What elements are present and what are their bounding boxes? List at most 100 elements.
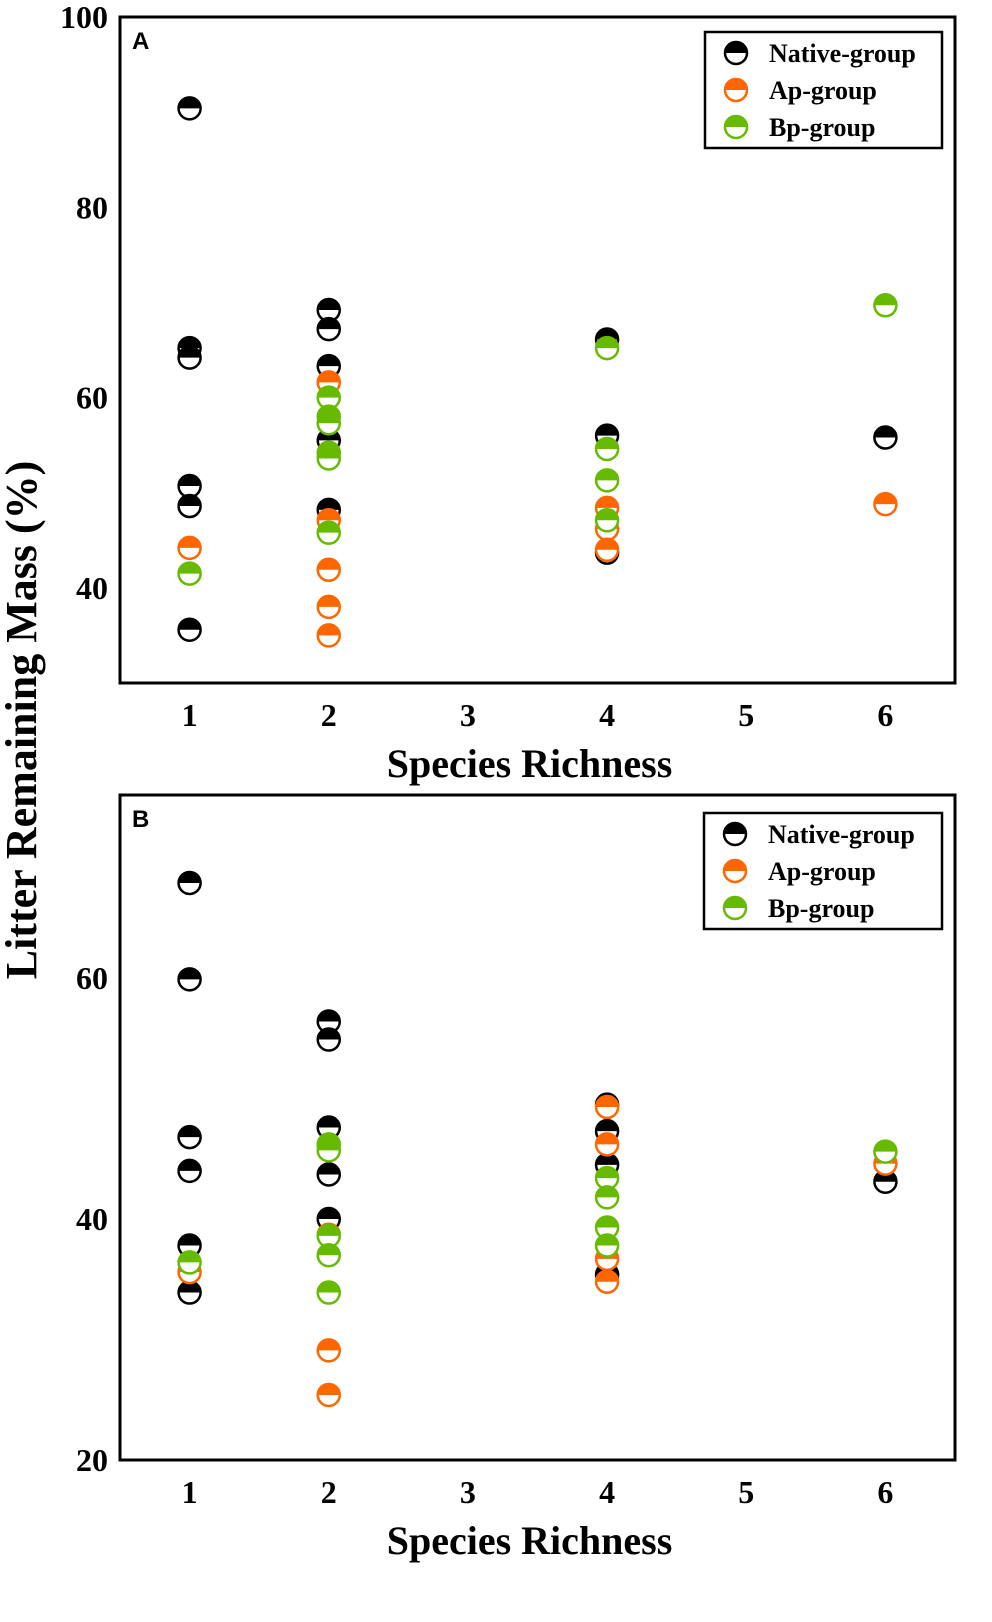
y-axis-label: Litter Remaining Mass (%) xyxy=(0,461,46,980)
marker-outline xyxy=(594,1269,620,1294)
panel-label: A xyxy=(132,28,149,55)
marker-outline xyxy=(594,1132,620,1157)
marker-outline xyxy=(177,617,202,642)
data-point xyxy=(316,1027,341,1052)
marker-outline xyxy=(316,557,341,583)
data-point xyxy=(177,493,202,519)
marker-outline xyxy=(316,446,341,471)
data-point xyxy=(177,345,202,370)
data-point xyxy=(177,1280,202,1305)
x-tick-label: 1 xyxy=(182,1474,198,1510)
data-point xyxy=(316,623,341,648)
data-point xyxy=(316,594,341,620)
marker-outline xyxy=(594,335,620,361)
panel-a: A 1 2 3 4 5 6 40 60 80 100 Species Richness Native-g… xyxy=(60,0,957,786)
data-point xyxy=(177,1250,202,1275)
data-point xyxy=(594,335,620,361)
data-point xyxy=(594,1215,620,1240)
marker-outline xyxy=(594,1094,620,1120)
marker-outline xyxy=(316,623,341,648)
x-axis-label: Species Richness xyxy=(387,741,673,786)
marker-outline xyxy=(177,493,202,519)
marker-outline xyxy=(177,561,202,586)
marker-outline xyxy=(177,1250,202,1275)
marker-outline xyxy=(316,1280,341,1305)
data-point xyxy=(873,425,898,450)
marker-outline xyxy=(316,1138,341,1163)
data-point xyxy=(177,870,202,896)
panel-b: B 1 2 3 4 5 6 20 40 60 Species Richness Native-grou… xyxy=(76,793,957,1563)
marker-outline xyxy=(177,1124,202,1150)
data-point xyxy=(177,561,202,586)
marker-outline xyxy=(177,535,202,561)
y-tick-label: 40 xyxy=(76,570,108,606)
data-point xyxy=(594,1233,620,1258)
data-point xyxy=(873,293,898,318)
legend: Native-group Ap-group Bp-group xyxy=(703,30,944,150)
x-tick-label: 3 xyxy=(460,697,476,733)
data-point xyxy=(594,508,620,533)
data-point xyxy=(594,1132,620,1157)
data-point xyxy=(594,1094,620,1120)
data-point xyxy=(316,316,341,342)
marker-outline xyxy=(316,1162,341,1187)
legend-marker xyxy=(722,895,748,921)
data-point xyxy=(316,1242,341,1268)
legend-entry: Ap-group xyxy=(768,857,876,886)
marker-outline xyxy=(316,1338,341,1363)
data-point xyxy=(316,1115,341,1140)
marker-outline xyxy=(177,345,202,370)
data-point xyxy=(177,1233,202,1258)
marker-outline xyxy=(594,1185,620,1210)
marker-outline xyxy=(873,425,898,450)
data-point xyxy=(594,1185,620,1210)
data-point xyxy=(316,1009,341,1034)
marker-outline xyxy=(723,40,749,66)
data-point xyxy=(177,96,202,121)
legend-marker xyxy=(722,821,748,847)
marker-outline xyxy=(316,1027,341,1052)
x-tick-label: 4 xyxy=(599,1474,615,1510)
series-bp-group xyxy=(177,293,898,586)
legend-marker xyxy=(722,858,748,884)
marker-outline xyxy=(723,114,749,140)
data-point xyxy=(316,446,341,471)
data-point xyxy=(594,537,620,563)
series-bp-group xyxy=(177,1132,898,1305)
data-point xyxy=(316,1280,341,1305)
x-tick-label: 2 xyxy=(321,1474,337,1510)
marker-outline xyxy=(316,520,341,545)
x-tick-label: 5 xyxy=(738,697,754,733)
legend-marker xyxy=(723,114,749,140)
marker-outline xyxy=(723,77,749,103)
x-tick-label: 1 xyxy=(182,697,198,733)
data-point xyxy=(177,967,202,992)
data-point xyxy=(316,1138,341,1163)
marker-outline xyxy=(177,967,202,992)
x-tick-label: 3 xyxy=(460,1474,476,1510)
x-tick-label: 2 xyxy=(321,697,337,733)
marker-outline xyxy=(177,1158,202,1184)
data-point xyxy=(594,468,620,493)
legend-entry: Bp-group xyxy=(769,113,875,142)
marker-outline xyxy=(316,411,341,436)
marker-outline xyxy=(594,537,620,563)
series-native-group xyxy=(177,96,898,642)
x-tick-label: 4 xyxy=(599,697,615,733)
data-point xyxy=(316,411,341,436)
y-tick-label: 40 xyxy=(76,1201,108,1237)
data-point xyxy=(594,1269,620,1294)
data-point xyxy=(316,1338,341,1363)
marker-outline xyxy=(873,491,898,517)
legend-marker xyxy=(723,77,749,103)
data-point xyxy=(316,520,341,545)
y-tick-label: 80 xyxy=(76,189,108,225)
data-point xyxy=(316,1223,341,1249)
legend-entry: Ap-group xyxy=(769,76,877,105)
marker-outline xyxy=(873,293,898,318)
data-point xyxy=(316,1162,341,1187)
data-point xyxy=(316,1382,341,1408)
x-tick-label: 6 xyxy=(877,1474,893,1510)
marker-outline xyxy=(316,1242,341,1268)
marker-outline xyxy=(722,858,748,884)
